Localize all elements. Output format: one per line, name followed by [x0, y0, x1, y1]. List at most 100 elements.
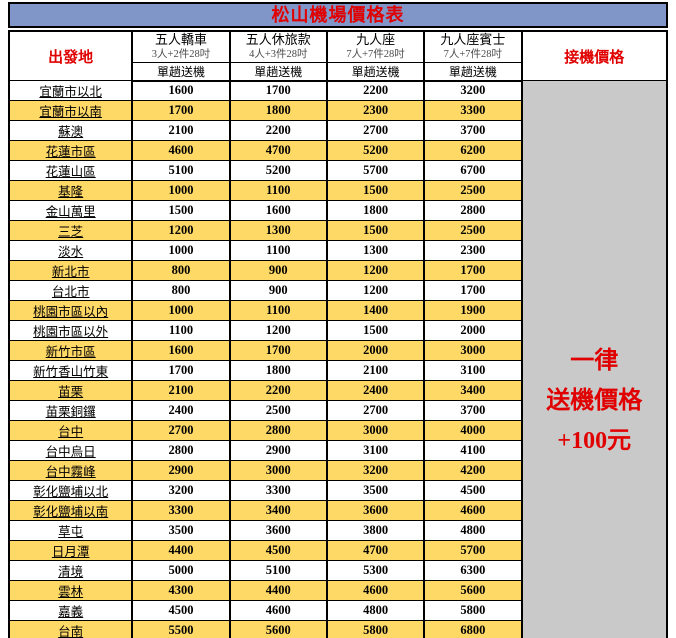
origin-cell: 花蓮山區 — [7, 160, 134, 181]
price-cell: 3200 — [325, 460, 426, 481]
price-cell: 6200 — [423, 140, 523, 161]
price-cell: 1500 — [325, 320, 426, 341]
origin-column-header: 出發地 — [7, 30, 134, 81]
table-row: 台中霧峰 2900 3000 3200 4200 — [7, 460, 667, 481]
origin-cell: 桃園市區以內 — [7, 300, 134, 321]
price-cell: 1500 — [325, 220, 426, 241]
price-cell: 1000 — [131, 240, 231, 261]
vehicle-capacity: 7人+7件28吋 — [346, 49, 405, 61]
price-cell: 900 — [228, 280, 328, 301]
price-cell: 1700 — [423, 260, 523, 281]
vehicle-header-suv: 五人休旅款 4人+3件28吋 — [228, 30, 328, 63]
price-cell: 1100 — [228, 240, 328, 261]
price-cell: 1100 — [131, 320, 231, 341]
table-row: 台南 5500 5600 5800 6800 — [7, 620, 667, 638]
price-cell: 4200 — [423, 460, 523, 481]
price-cell: 2500 — [228, 400, 328, 421]
price-table-body: 宜蘭市以北 1600 1700 2200 3200 一律 送機價格 +100元 宜蘭市以… — [7, 80, 668, 638]
price-cell: 1700 — [423, 280, 523, 301]
price-cell: 1500 — [131, 200, 231, 221]
price-cell: 3100 — [325, 440, 426, 461]
price-cell: 3700 — [423, 120, 523, 141]
price-cell: 5600 — [228, 620, 328, 638]
price-cell: 5100 — [228, 560, 328, 581]
price-cell: 1000 — [131, 300, 231, 321]
price-cell: 2100 — [131, 120, 231, 141]
price-cell: 800 — [131, 280, 231, 301]
price-cell: 6700 — [423, 160, 523, 181]
price-cell: 5300 — [325, 560, 426, 581]
price-cell: 3300 — [423, 100, 523, 121]
price-cell: 1700 — [228, 80, 328, 101]
price-cell: 4600 — [228, 600, 328, 621]
price-cell: 2900 — [228, 440, 328, 461]
price-cell: 5500 — [131, 620, 231, 638]
origin-cell: 新竹香山竹東 — [7, 360, 134, 381]
origin-cell: 雲林 — [7, 580, 134, 601]
origin-cell: 彰化鹽埔以北 — [7, 480, 134, 501]
vehicle-capacity: 3人+2件28吋 — [151, 49, 211, 61]
price-cell: 3200 — [131, 480, 231, 501]
page-title: 松山機場價格表 — [8, 2, 668, 28]
price-cell: 1600 — [131, 80, 231, 101]
price-cell: 4000 — [423, 420, 523, 441]
price-cell: 5700 — [325, 160, 426, 181]
price-cell: 5800 — [423, 600, 523, 621]
price-cell: 2000 — [325, 340, 426, 361]
price-cell: 1500 — [325, 180, 426, 201]
pickup-panel-line: +100元 — [557, 427, 632, 454]
price-cell: 4500 — [228, 540, 328, 561]
vehicle-capacity: 4人+3件28吋 — [249, 49, 308, 61]
table-row: 基隆 1000 1100 1500 2500 — [7, 180, 667, 201]
origin-cell: 台南 — [7, 620, 134, 638]
origin-cell: 日月潭 — [7, 540, 134, 561]
price-cell: 2300 — [325, 100, 426, 121]
price-cell: 3300 — [131, 500, 231, 521]
price-cell: 5200 — [228, 160, 328, 181]
price-cell: 5600 — [423, 580, 523, 601]
table-row: 草屯 3500 3600 3800 4800 — [7, 520, 667, 541]
origin-cell: 金山萬里 — [7, 200, 134, 221]
price-cell: 4600 — [423, 500, 523, 521]
price-cell: 1800 — [228, 100, 328, 121]
price-cell: 5100 — [131, 160, 231, 181]
price-cell: 4500 — [423, 480, 523, 501]
origin-cell: 彰化鹽埔以南 — [7, 500, 134, 521]
table-row: 桃園市區以外 1100 1200 1500 2000 — [7, 320, 667, 341]
table-row: 苗栗 2100 2200 2400 3400 — [7, 380, 667, 401]
price-cell: 3600 — [228, 520, 328, 541]
trip-type-cell: 單趟送機 — [325, 61, 426, 82]
vehicle-header-benz-van: 九人座賓士 7人+7件28吋 — [423, 30, 523, 63]
vehicle-name: 五人轎車 — [155, 32, 208, 48]
vehicle-name: 九人座 — [356, 32, 396, 48]
price-cell: 3500 — [325, 480, 426, 501]
vehicle-header-van: 九人座 7人+7件28吋 — [325, 30, 426, 63]
price-cell: 4600 — [131, 140, 231, 161]
price-cell: 1700 — [228, 340, 328, 361]
pickup-panel-line: 送機價格 — [546, 387, 643, 414]
origin-cell: 淡水 — [7, 240, 134, 261]
origin-cell: 宜蘭市以北 — [7, 80, 134, 101]
price-cell: 2900 — [131, 460, 231, 481]
table-row: 台中烏日 2800 2900 3100 4100 — [7, 440, 667, 461]
table-row: 台北市 800 900 1200 1700 — [7, 280, 667, 301]
price-cell: 1800 — [228, 360, 328, 381]
table-row: 雲林 4300 4400 4600 5600 — [7, 580, 667, 601]
price-cell: 2800 — [131, 440, 231, 461]
price-cell: 3000 — [423, 340, 523, 361]
price-cell: 4800 — [325, 600, 426, 621]
price-cell: 6300 — [423, 560, 523, 581]
trip-type-cell: 單趟送機 — [228, 61, 328, 82]
price-cell: 1200 — [325, 260, 426, 281]
price-cell: 1400 — [325, 300, 426, 321]
price-cell: 2200 — [325, 80, 426, 101]
origin-cell: 台中烏日 — [7, 440, 134, 461]
origin-cell: 台中 — [7, 420, 134, 441]
origin-cell: 桃園市區以外 — [7, 320, 134, 341]
price-cell: 5000 — [131, 560, 231, 581]
price-cell: 3000 — [228, 460, 328, 481]
table-row: 宜蘭市以北 1600 1700 2200 3200 一律 送機價格 +100元 — [7, 80, 668, 638]
price-cell: 4400 — [228, 580, 328, 601]
origin-cell: 苗栗 — [7, 380, 134, 401]
